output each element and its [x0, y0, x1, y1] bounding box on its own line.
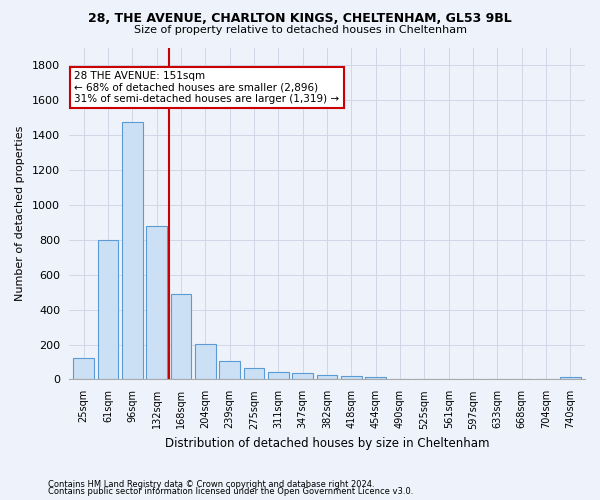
- Bar: [195, 344, 216, 380]
- Text: Contains HM Land Registry data © Crown copyright and database right 2024.: Contains HM Land Registry data © Crown c…: [48, 480, 374, 489]
- Text: 28 THE AVENUE: 151sqm
← 68% of detached houses are smaller (2,896)
31% of semi-d: 28 THE AVENUE: 151sqm ← 68% of detached …: [74, 70, 340, 104]
- Bar: [73, 358, 94, 380]
- Bar: [292, 374, 313, 380]
- Text: 28, THE AVENUE, CHARLTON KINGS, CHELTENHAM, GL53 9BL: 28, THE AVENUE, CHARLTON KINGS, CHELTENH…: [88, 12, 512, 26]
- Bar: [390, 378, 410, 380]
- Bar: [98, 240, 118, 380]
- Bar: [560, 377, 581, 380]
- Bar: [317, 375, 337, 380]
- Text: Size of property relative to detached houses in Cheltenham: Size of property relative to detached ho…: [133, 25, 467, 35]
- Bar: [170, 294, 191, 380]
- X-axis label: Distribution of detached houses by size in Cheltenham: Distribution of detached houses by size …: [165, 437, 489, 450]
- Y-axis label: Number of detached properties: Number of detached properties: [15, 126, 25, 301]
- Bar: [365, 377, 386, 380]
- Bar: [146, 226, 167, 380]
- Bar: [220, 361, 240, 380]
- Bar: [268, 372, 289, 380]
- Bar: [244, 368, 265, 380]
- Bar: [341, 376, 362, 380]
- Bar: [122, 122, 143, 380]
- Text: Contains public sector information licensed under the Open Government Licence v3: Contains public sector information licen…: [48, 487, 413, 496]
- Bar: [414, 378, 435, 380]
